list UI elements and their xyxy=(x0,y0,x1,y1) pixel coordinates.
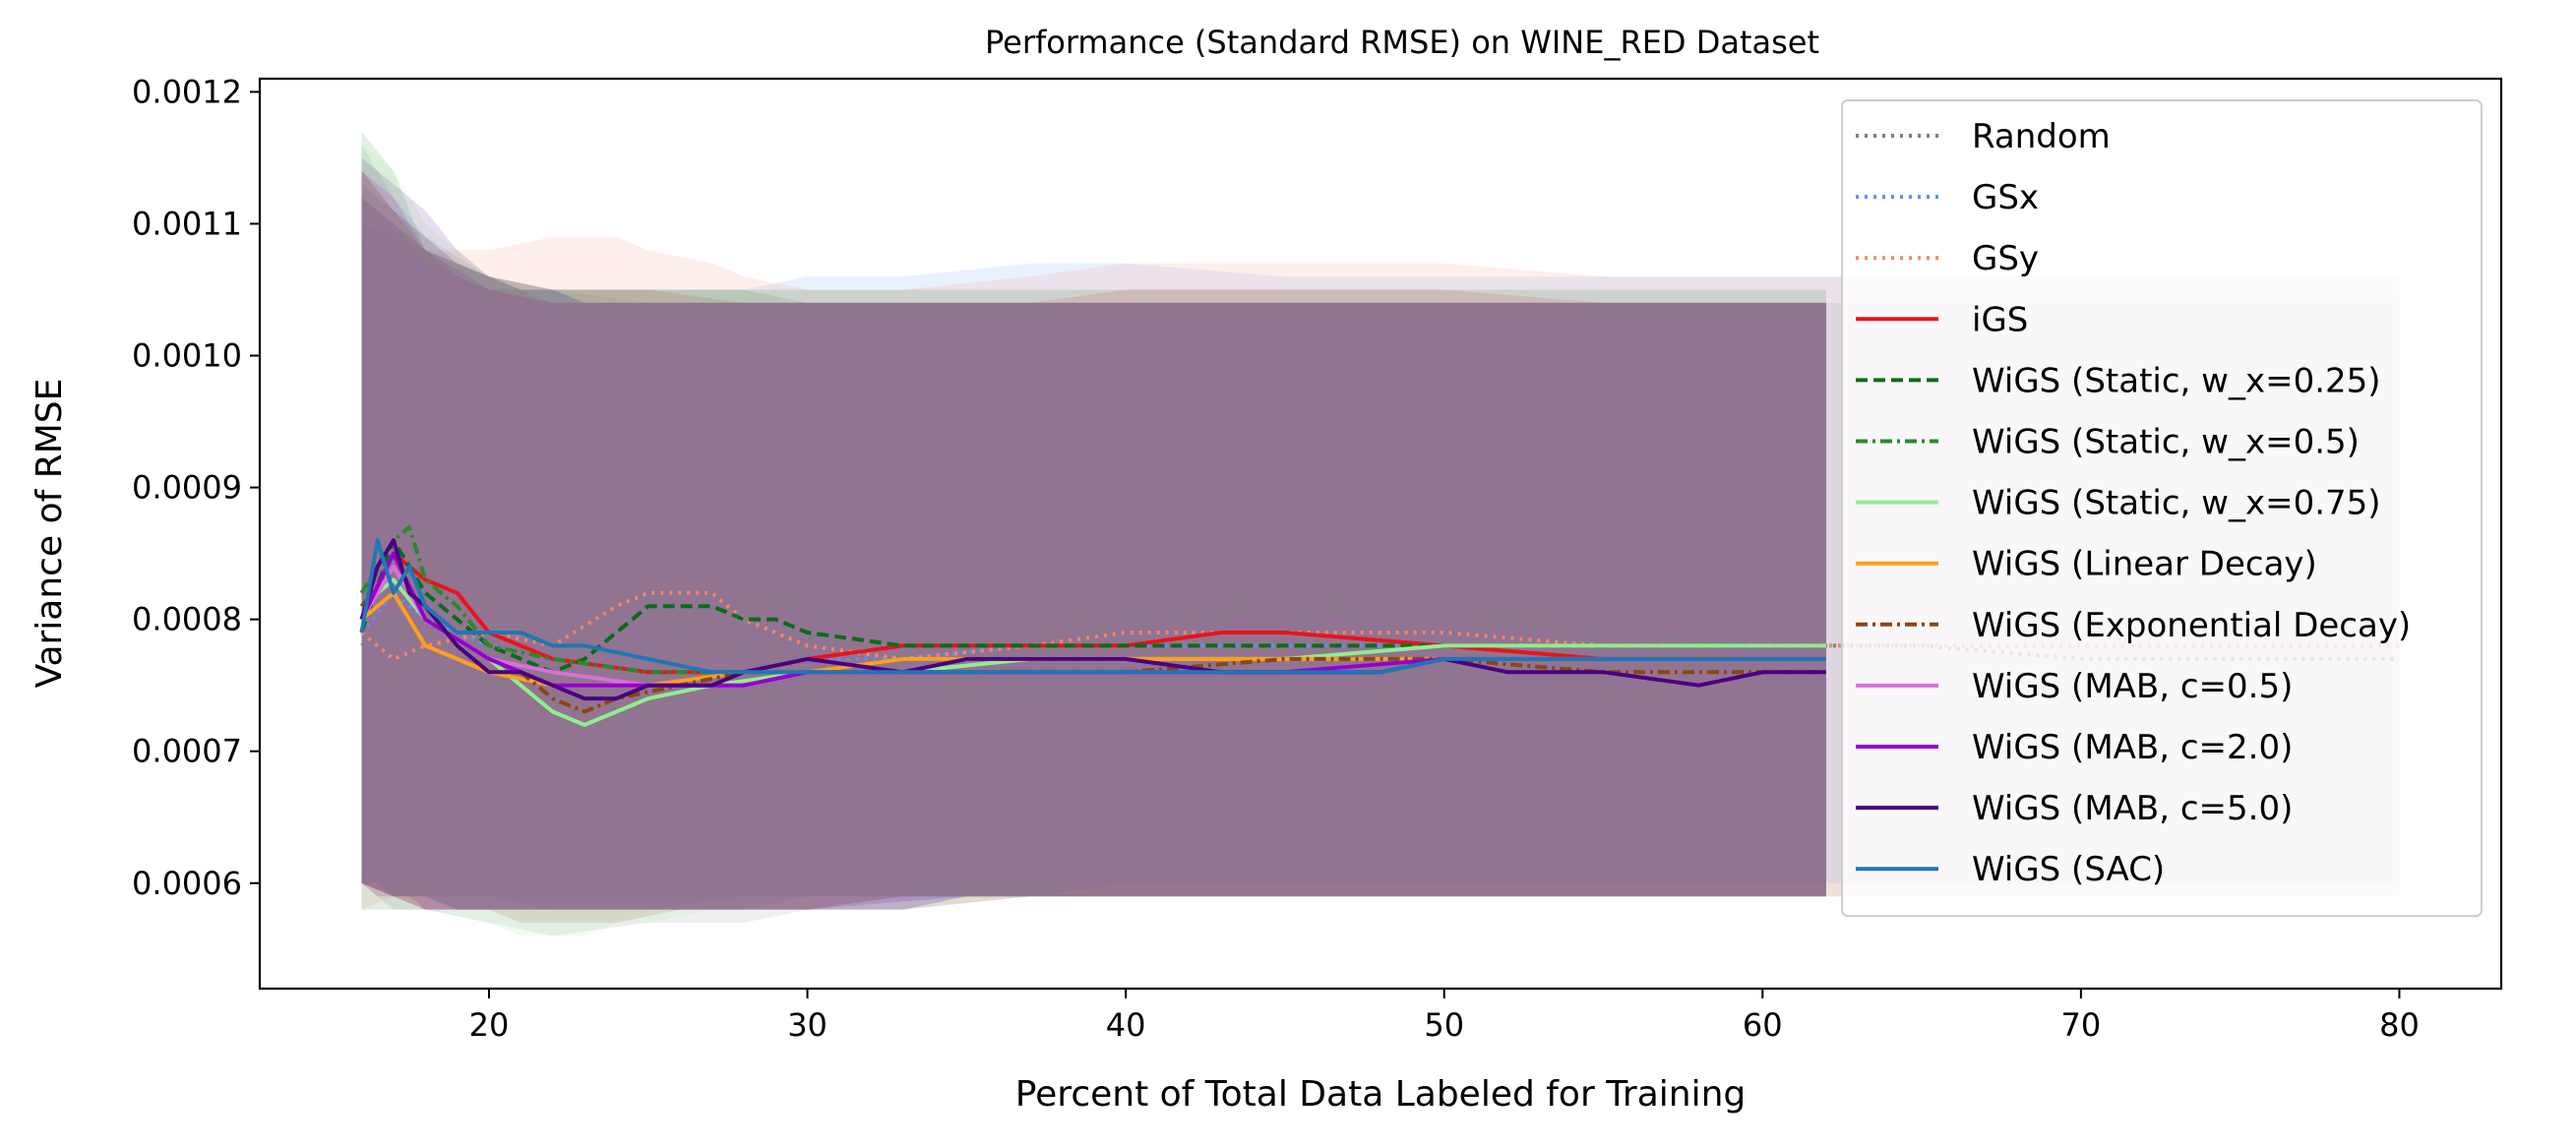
legend-label-wigs-static-w-x-0-25: WiGS (Static, w_x=0.25) xyxy=(1972,361,2381,400)
legend-label-wigs-linear-decay: WiGS (Linear Decay) xyxy=(1972,545,2317,584)
y-tick-label: 0.0008 xyxy=(132,601,242,638)
x-axis-label: Percent of Total Data Labeled for Traini… xyxy=(1015,1074,1747,1115)
line-wigs-static-w-x-0-25 xyxy=(359,538,1826,675)
x-tick-label: 60 xyxy=(1743,1006,1783,1044)
y-tick-label: 0.0011 xyxy=(132,205,242,242)
band-wigs-sac xyxy=(361,184,1826,910)
legend-label-wigs-mab-c-2-0: WiGS (MAB, c=2.0) xyxy=(1972,728,2293,767)
legend-label-wigs-sac: WiGS (SAC) xyxy=(1972,850,2165,889)
line-wigs-sac xyxy=(359,538,1826,675)
legend: Random GSx GSy iGS WiGS (Static, w_x=0.25) Wi… xyxy=(1841,99,2483,918)
series-lines xyxy=(359,524,2400,727)
chart-title: Performance (Standard RMSE) on WINE_RED … xyxy=(985,24,1819,61)
legend-label-wigs-exponential-decay: WiGS (Exponential Decay) xyxy=(1972,606,2411,645)
x-tick-label: 50 xyxy=(1424,1006,1464,1044)
legend-label-random: Random xyxy=(1972,117,2111,156)
y-tick-label: 0.0006 xyxy=(132,865,242,902)
y-tick-label: 0.0010 xyxy=(132,337,242,375)
legend-box xyxy=(1841,99,2483,918)
x-axis-ticks: 20 30 40 50 60 70 80 xyxy=(469,989,2420,1044)
band-wigs-mab-c-5-0 xyxy=(361,157,1826,910)
y-axis-label: Variance of RMSE xyxy=(30,379,70,689)
y-tick-label: 0.0009 xyxy=(132,469,242,507)
band-wigs-mab-c-2-0 xyxy=(361,170,1826,910)
plot-area-frame xyxy=(258,77,2503,991)
y-tick-label: 0.0007 xyxy=(132,733,242,770)
legend-label-gsy: GSy xyxy=(1972,239,2039,278)
x-tick-label: 80 xyxy=(2379,1006,2420,1044)
x-tick-label: 30 xyxy=(787,1006,828,1044)
x-tick-label: 40 xyxy=(1106,1006,1146,1044)
legend-label-wigs-mab-c-5-0: WiGS (MAB, c=5.0) xyxy=(1972,789,2293,828)
legend-label-igs: iGS xyxy=(1972,300,2028,339)
x-tick-label: 70 xyxy=(2061,1006,2102,1044)
band-wigs-static-w-x-0-5 xyxy=(361,131,1826,910)
band-wigs-linear-decay xyxy=(361,184,1826,910)
band-wigs-static-w-x-0-25 xyxy=(361,197,1826,910)
line-igs xyxy=(359,551,1826,675)
y-tick-label: 0.0012 xyxy=(132,73,242,110)
y-axis-ticks: 0.0006 0.0007 0.0008 0.0009 0.0010 0.0011 0.00… xyxy=(132,73,260,902)
legend-label-wigs-static-w-x-0-5: WiGS (Static, w_x=0.5) xyxy=(1972,423,2360,462)
confidence-bands xyxy=(361,131,2400,936)
legend-label-wigs-mab-c-0-5: WiGS (MAB, c=0.5) xyxy=(1972,667,2293,706)
legend-label-gsx: GSx xyxy=(1972,178,2039,217)
band-wigs-static-w-x-0-75 xyxy=(361,145,1826,936)
x-tick-label: 20 xyxy=(469,1006,510,1044)
band-wigs-mab-c-0-5 xyxy=(361,197,1826,910)
band-wigs-exponential-decay xyxy=(361,170,1826,924)
legend-label-wigs-static-w-x-0-75: WiGS (Static, w_x=0.75) xyxy=(1972,484,2381,523)
band-igs xyxy=(361,170,1826,910)
